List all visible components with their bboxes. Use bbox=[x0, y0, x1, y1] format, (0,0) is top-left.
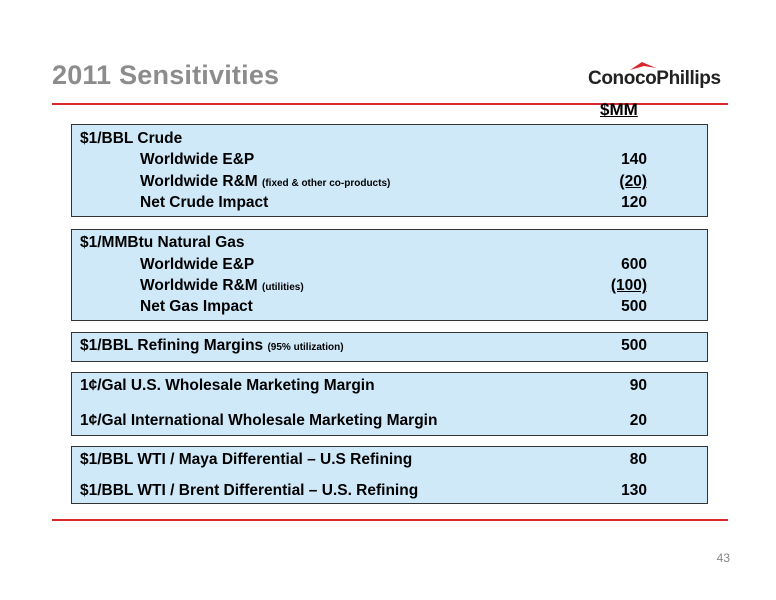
us-marketing-row: 1¢/Gal U.S. Wholesale Marketing Margin 9… bbox=[72, 377, 707, 399]
row-label: 1¢/Gal U.S. Wholesale Marketing Margin bbox=[80, 377, 375, 394]
row-label-wrap: $1/BBL Refining Margins (95% utilization… bbox=[80, 337, 344, 355]
gas-ep-row: Worldwide E&P 600 bbox=[72, 256, 707, 278]
top-divider bbox=[52, 103, 728, 105]
row-label: Net Crude Impact bbox=[140, 194, 269, 211]
row-value: 500 bbox=[621, 298, 647, 315]
row-value: 140 bbox=[621, 151, 647, 168]
row-label: $1/BBL WTI / Maya Differential – U.S Ref… bbox=[80, 451, 413, 468]
row-value: 120 bbox=[621, 194, 647, 211]
row-note: (95% utilization) bbox=[267, 342, 344, 353]
row-label: Worldwide E&P bbox=[140, 151, 255, 168]
crude-net-row: Net Crude Impact 120 bbox=[72, 194, 707, 216]
row-label: Worldwide R&M bbox=[140, 277, 258, 294]
gas-rm-row: Worldwide R&M (utilities) (100) bbox=[72, 277, 707, 299]
row-label-wrap: Worldwide R&M (utilities) bbox=[140, 277, 304, 295]
row-note: (utilities) bbox=[262, 282, 304, 293]
row-value: 500 bbox=[621, 337, 647, 354]
refining-sensitivity-box: $1/BBL Refining Margins (95% utilization… bbox=[71, 332, 708, 362]
gas-net-row: Net Gas Impact 500 bbox=[72, 298, 707, 320]
row-label: 1¢/Gal International Wholesale Marketing… bbox=[80, 412, 438, 429]
unit-header: $MM bbox=[600, 100, 638, 119]
bottom-divider bbox=[52, 519, 728, 521]
page-number: 43 bbox=[716, 551, 730, 565]
row-label: Worldwide R&M bbox=[140, 173, 258, 190]
company-logo: ConocoPhillips bbox=[588, 60, 724, 100]
row-label: $1/BBL Refining Margins bbox=[80, 337, 264, 354]
refining-row: $1/BBL Refining Margins (95% utilization… bbox=[72, 337, 707, 359]
row-note: (fixed & other co-products) bbox=[262, 178, 391, 189]
gas-heading: $1/MMBtu Natural Gas bbox=[80, 234, 245, 251]
row-value: 80 bbox=[629, 451, 647, 468]
crude-heading-row: $1/BBL Crude bbox=[72, 130, 707, 152]
marketing-sensitivity-box: 1¢/Gal U.S. Wholesale Marketing Margin 9… bbox=[71, 372, 708, 436]
crude-rm-row: Worldwide R&M (fixed & other co-products… bbox=[72, 173, 707, 195]
row-value: 90 bbox=[629, 377, 647, 394]
logo-mark-icon bbox=[630, 62, 656, 70]
maya-differential-row: $1/BBL WTI / Maya Differential – U.S Ref… bbox=[72, 451, 707, 473]
row-label: Net Gas Impact bbox=[140, 298, 253, 315]
gas-sensitivity-box: $1/MMBtu Natural Gas Worldwide E&P 600 W… bbox=[71, 229, 708, 321]
logo-text: ConocoPhillips bbox=[588, 68, 721, 89]
gas-heading-row: $1/MMBtu Natural Gas bbox=[72, 234, 707, 256]
row-value: (20) bbox=[619, 173, 647, 190]
row-value: (100) bbox=[610, 277, 647, 294]
row-label: $1/BBL WTI / Brent Differential – U.S. R… bbox=[80, 482, 419, 499]
brent-differential-row: $1/BBL WTI / Brent Differential – U.S. R… bbox=[72, 482, 707, 504]
row-label: Worldwide E&P bbox=[140, 256, 255, 273]
crude-heading: $1/BBL Crude bbox=[80, 130, 183, 147]
differential-sensitivity-box: $1/BBL WTI / Maya Differential – U.S Ref… bbox=[71, 446, 708, 504]
row-value: 130 bbox=[621, 482, 647, 499]
crude-ep-row: Worldwide E&P 140 bbox=[72, 151, 707, 173]
row-value: 20 bbox=[629, 412, 647, 429]
row-value: 600 bbox=[621, 256, 647, 273]
slide-title: 2011 Sensitivities bbox=[52, 60, 280, 90]
crude-sensitivity-box: $1/BBL Crude Worldwide E&P 140 Worldwide… bbox=[71, 124, 708, 217]
intl-marketing-row: 1¢/Gal International Wholesale Marketing… bbox=[72, 412, 707, 434]
row-label-wrap: Worldwide R&M (fixed & other co-products… bbox=[140, 173, 390, 191]
